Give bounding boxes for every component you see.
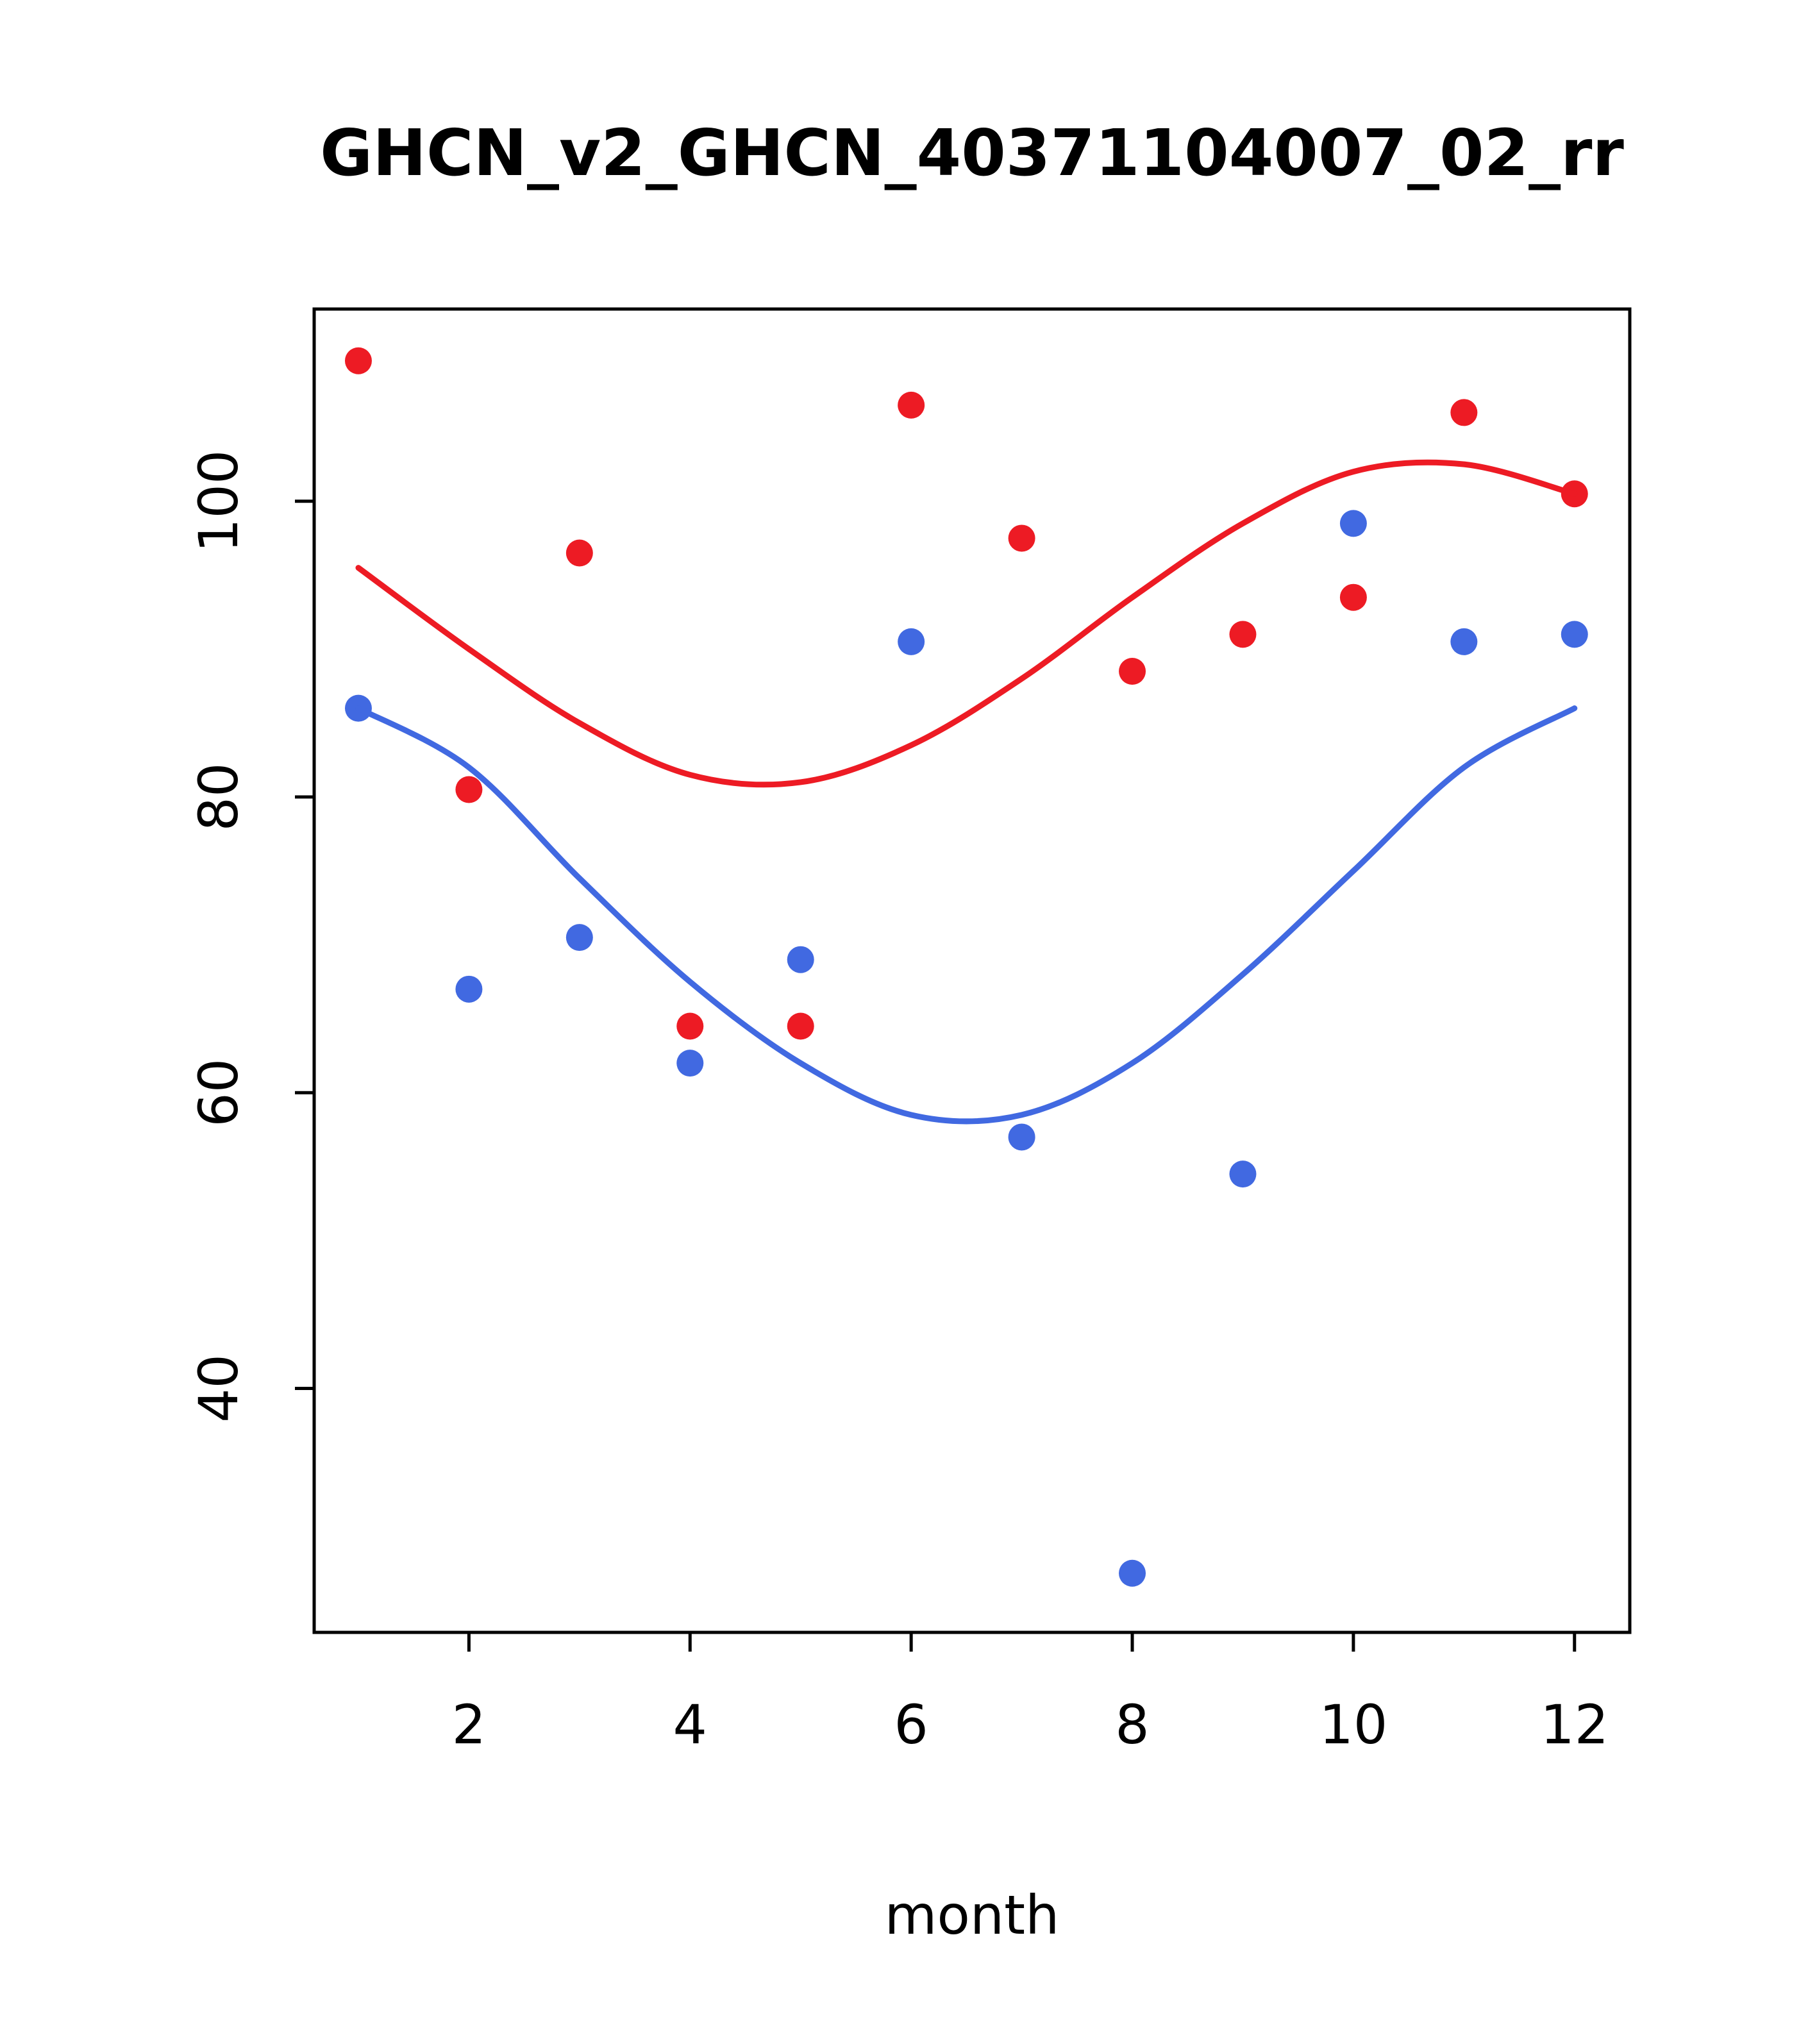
- x-tick-label: 4: [673, 1693, 707, 1756]
- y-tick-label: 60: [187, 1059, 250, 1127]
- red-points-point: [1339, 583, 1367, 611]
- blue-smooth-line: [355, 705, 1578, 1125]
- blue-points-point: [1339, 510, 1367, 537]
- y-tick-label: 100: [187, 450, 250, 553]
- red-points-point: [455, 776, 483, 803]
- x-axis-label: month: [884, 1884, 1060, 1947]
- red-points-point: [344, 347, 372, 374]
- red-points-point: [1450, 399, 1478, 426]
- red-points-point: [1119, 658, 1146, 685]
- plot-box: [312, 307, 1632, 1634]
- blue-points-point: [455, 975, 483, 1003]
- blue-points-point: [1450, 628, 1478, 655]
- red-smooth-line: [355, 459, 1578, 788]
- blue-points-point: [1561, 621, 1588, 648]
- blue-points-point: [898, 628, 925, 655]
- red-points-point: [1008, 524, 1035, 552]
- y-tick-label: 40: [187, 1354, 250, 1423]
- red-points-point: [898, 391, 925, 419]
- red-points-point: [1229, 621, 1257, 648]
- blue-points-point: [1229, 1160, 1257, 1188]
- blue-points-point: [1008, 1123, 1035, 1151]
- x-tick-label: 8: [1115, 1693, 1149, 1756]
- x-tick-label: 2: [452, 1693, 486, 1756]
- chart-title: GHCN_v2_GHCN_40371104007_02_rr: [320, 115, 1624, 190]
- x-tick-label: 10: [1319, 1693, 1387, 1756]
- blue-points-point: [1119, 1559, 1146, 1587]
- red-points-point: [565, 539, 593, 567]
- x-tick-label: 12: [1540, 1693, 1609, 1756]
- red-points-point: [676, 1012, 704, 1040]
- red-points-point: [787, 1012, 814, 1040]
- blue-points-point: [565, 924, 593, 951]
- blue-points-point: [676, 1050, 704, 1077]
- blue-points-point: [787, 946, 814, 973]
- y-tick-label: 80: [187, 763, 250, 832]
- x-tick-label: 6: [894, 1693, 928, 1756]
